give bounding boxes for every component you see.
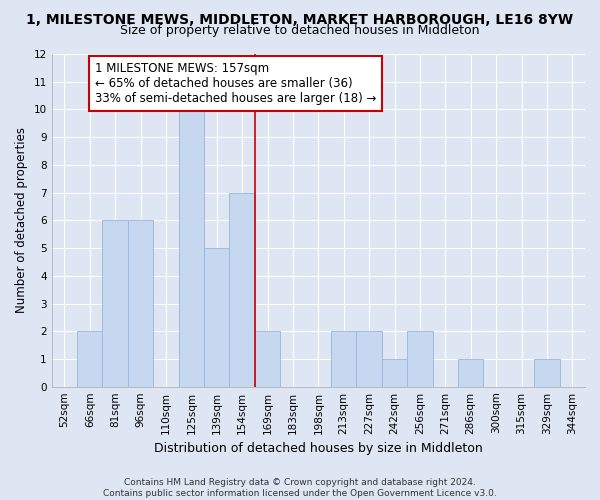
Bar [331,331,356,386]
Bar [534,359,560,386]
Text: Contains HM Land Registry data © Crown copyright and database right 2024.
Contai: Contains HM Land Registry data © Crown c… [103,478,497,498]
Bar [128,220,153,386]
Text: 1, MILESTONE MEWS, MIDDLETON, MARKET HARBOROUGH, LE16 8YW: 1, MILESTONE MEWS, MIDDLETON, MARKET HAR… [26,12,574,26]
Text: Size of property relative to detached houses in Middleton: Size of property relative to detached ho… [120,24,480,37]
Bar [179,110,204,386]
Bar [255,331,280,386]
Bar [204,248,229,386]
Y-axis label: Number of detached properties: Number of detached properties [15,128,28,314]
X-axis label: Distribution of detached houses by size in Middleton: Distribution of detached houses by size … [154,442,483,455]
Bar [407,331,433,386]
Bar [77,331,103,386]
Bar [356,331,382,386]
Bar [382,359,407,386]
Text: 1 MILESTONE MEWS: 157sqm
← 65% of detached houses are smaller (36)
33% of semi-d: 1 MILESTONE MEWS: 157sqm ← 65% of detach… [95,62,376,106]
Bar [229,192,255,386]
Bar [458,359,484,386]
Bar [103,220,128,386]
